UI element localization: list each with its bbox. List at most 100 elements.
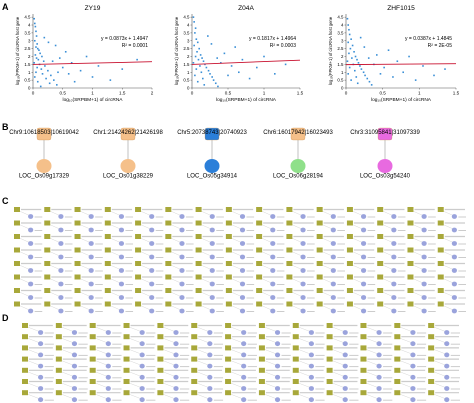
data-point — [199, 54, 202, 56]
y-tick-label: 2 — [341, 54, 344, 59]
circrna-node — [407, 261, 414, 266]
host-gene-node — [421, 227, 427, 233]
x-tick-label: 1 — [91, 91, 94, 96]
host-gene-node — [330, 214, 336, 219]
host-gene-node — [209, 308, 215, 314]
host-gene-node — [360, 281, 367, 287]
host-gene-node — [376, 352, 382, 358]
circrna-node — [157, 334, 164, 340]
host-gene-node — [270, 227, 276, 233]
circrna-node — [360, 379, 367, 384]
host-gene-node — [139, 386, 145, 391]
panel-label-a: A — [2, 2, 9, 12]
host-gene-node — [209, 281, 215, 287]
host-gene-node — [241, 386, 247, 391]
host-gene-node — [342, 386, 348, 391]
x-tick-label: 0.5 — [379, 91, 386, 96]
circrna-node — [225, 345, 232, 351]
host-gene-node — [376, 341, 382, 347]
panel-label-c: C — [2, 196, 9, 206]
host-gene-node — [274, 397, 281, 403]
host-gene-node — [360, 268, 367, 273]
host-gene-node — [421, 268, 427, 273]
host-gene-node — [391, 295, 397, 300]
host-gene-node — [58, 241, 64, 246]
host-gene-node — [451, 268, 457, 273]
circrna-node — [55, 345, 62, 351]
data-point — [73, 80, 76, 83]
circrna-node — [346, 274, 353, 280]
host-gene-node — [118, 308, 125, 314]
data-point — [422, 65, 424, 67]
data-point — [35, 71, 37, 74]
circrna-node — [104, 261, 111, 266]
circrna-node — [44, 301, 51, 307]
host-gene-node — [270, 295, 276, 300]
host-gene-node — [330, 241, 336, 246]
data-point — [210, 43, 213, 45]
host-gene-node — [410, 341, 416, 347]
host-gene-node — [173, 386, 179, 391]
host-gene-node — [421, 295, 427, 300]
circrna-node — [326, 367, 333, 373]
circrna-node — [22, 379, 28, 384]
circrna-node — [437, 247, 444, 253]
data-point — [196, 80, 199, 83]
host-gene-node — [241, 374, 247, 380]
host-gene-node — [28, 254, 34, 260]
circrna-node — [225, 247, 232, 253]
y-tick-label: 0 — [187, 86, 190, 91]
data-point — [348, 52, 350, 55]
data-point — [367, 57, 370, 59]
circrna-node — [407, 220, 414, 226]
circrna-node — [104, 288, 111, 293]
host-gene-node — [105, 352, 111, 358]
host-gene-node — [376, 374, 382, 380]
circrna-node — [157, 390, 164, 396]
data-point — [204, 63, 206, 66]
trend-r2: R² = 2E-05 — [428, 43, 453, 49]
host-gene-node — [149, 281, 155, 287]
circrna-node — [225, 367, 232, 373]
host-gene-node — [444, 363, 450, 369]
circrna-node — [104, 247, 111, 253]
y-tick-label: 1.5 — [183, 62, 190, 67]
y-tick-label: 3.5 — [24, 30, 31, 35]
x-tick-label: 0 — [32, 91, 35, 96]
host-gene-node — [58, 295, 64, 300]
circrna-node — [191, 345, 198, 351]
circrna-node — [55, 323, 62, 328]
host-gene-node — [360, 241, 367, 246]
circrna-node — [165, 234, 172, 239]
host-gene-node — [421, 214, 427, 219]
circrna-node — [346, 247, 353, 253]
host-gene-node — [451, 227, 457, 233]
host-gene-node — [28, 214, 34, 219]
y-tick-label: 3 — [187, 38, 190, 43]
host-gene-node — [71, 352, 78, 358]
data-point — [346, 17, 349, 20]
y-tick-label: 1 — [341, 70, 344, 75]
host-gene-node — [270, 214, 276, 219]
chart-title: ZHF1015 — [387, 5, 415, 12]
host-gene-node — [308, 374, 314, 380]
host-gene-node — [209, 295, 215, 300]
data-point — [227, 74, 229, 77]
data-point — [47, 69, 49, 72]
host-gene-node — [209, 241, 215, 246]
circrna-node — [135, 288, 142, 293]
host-gene-node — [38, 330, 44, 335]
circrna-node — [428, 390, 435, 396]
circrna-node — [123, 367, 130, 373]
host-gene-node — [342, 341, 348, 347]
data-point — [35, 46, 37, 48]
x-tick-label: 0 — [345, 91, 348, 96]
host-gene-node — [139, 341, 145, 347]
circrna-node — [74, 261, 81, 266]
host-gene-node — [88, 241, 94, 246]
circrna-node — [256, 247, 263, 253]
host-gene-node — [270, 281, 276, 287]
network-b-pair-3: Chr5:20738743|20740923 LOC_Os05g34914 — [177, 127, 247, 180]
data-point — [214, 82, 217, 85]
data-point — [195, 68, 198, 70]
